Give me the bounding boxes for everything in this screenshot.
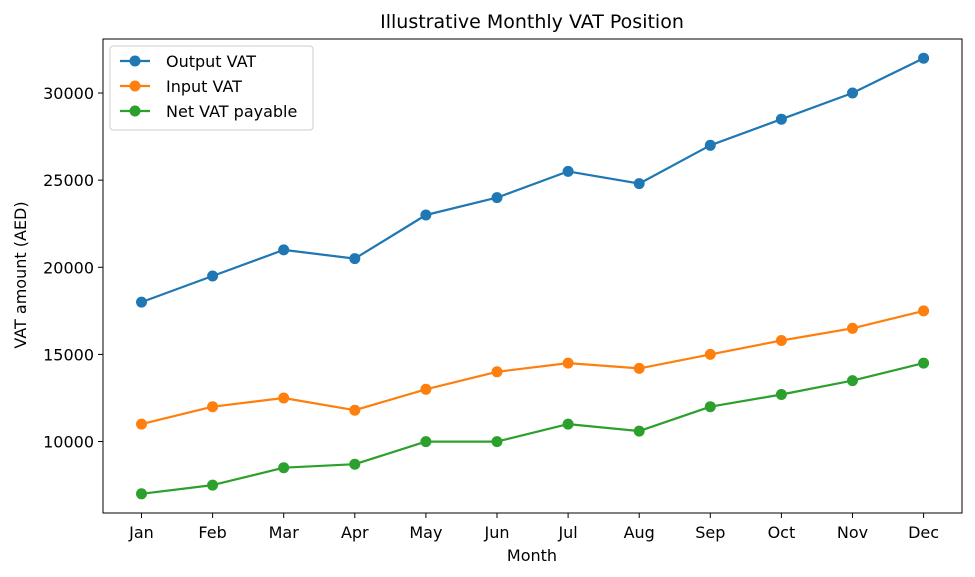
x-axis-label: Month [507, 546, 557, 565]
legend-label: Output VAT [166, 52, 256, 71]
y-tick-label: 10000 [43, 433, 94, 452]
data-point [775, 389, 787, 400]
series-line-1 [141, 309, 924, 426]
data-point [633, 178, 645, 190]
data-point [918, 52, 930, 64]
y-tick-label: 20000 [43, 258, 94, 277]
data-point [420, 436, 432, 448]
y-axis: 10000 15000 20000 25000 30000 [43, 84, 103, 452]
data-point [633, 425, 645, 437]
chart-title: Illustrative Monthly VAT Position [380, 11, 684, 33]
data-point [207, 401, 219, 413]
data-point [349, 404, 361, 416]
data-point [491, 366, 503, 378]
data-point [278, 462, 290, 474]
x-tick-label: Oct [768, 523, 796, 542]
legend-marker [129, 105, 141, 117]
data-point [633, 362, 645, 374]
data-point [207, 270, 219, 282]
data-point [704, 401, 716, 413]
data-point [775, 335, 787, 346]
data-point [704, 139, 716, 151]
data-point [562, 165, 574, 177]
data-point [847, 375, 858, 387]
y-tick-label: 25000 [43, 171, 94, 190]
data-point [562, 418, 574, 430]
y-tick-label: 15000 [43, 345, 94, 364]
data-point [420, 383, 432, 395]
data-point [562, 357, 574, 369]
legend: Output VAT Input VAT Net VAT payable [109, 45, 314, 131]
legend-marker [129, 80, 141, 92]
data-point [847, 322, 858, 334]
x-tick-label: May [409, 523, 442, 542]
x-tick-label: Nov [837, 523, 868, 542]
data-point [491, 436, 503, 448]
legend-label: Net VAT payable [166, 102, 297, 121]
x-tick-label: Aug [624, 523, 655, 542]
x-tick-label: Feb [198, 523, 226, 542]
x-axis: Jan Feb Mar Apr May Jun Jul Aug Sep Oct Nov Dec [128, 513, 939, 542]
data-point [136, 418, 147, 430]
data-point [136, 488, 147, 500]
y-tick-label: 30000 [43, 84, 94, 103]
data-point [207, 479, 219, 491]
y-axis-label: VAT amount (AED) [11, 201, 30, 348]
data-point [775, 113, 787, 125]
data-point [847, 87, 858, 99]
legend-label: Input VAT [166, 77, 242, 96]
data-point [704, 348, 716, 360]
plot-area [102, 38, 963, 514]
data-point [278, 392, 290, 404]
x-tick-label: Jul [557, 523, 577, 542]
x-tick-label: Sep [695, 523, 725, 542]
series-line-0 [141, 57, 925, 304]
legend-frame [109, 45, 314, 131]
data-point [278, 244, 290, 256]
x-tick-label: Apr [341, 523, 369, 542]
x-tick-label: Dec [908, 523, 939, 542]
data-point [918, 305, 930, 317]
plot-frame [102, 38, 963, 514]
data-point [918, 357, 930, 369]
data-point [349, 458, 361, 470]
x-tick-label: Mar [269, 523, 300, 542]
data-point [136, 296, 147, 308]
legend-marker [129, 55, 141, 67]
data-point [420, 209, 432, 221]
data-point [349, 253, 361, 265]
series-line-2 [141, 362, 924, 495]
data-point [491, 192, 503, 204]
x-tick-label: Jan [128, 523, 154, 542]
x-tick-label: Jun [484, 523, 510, 542]
